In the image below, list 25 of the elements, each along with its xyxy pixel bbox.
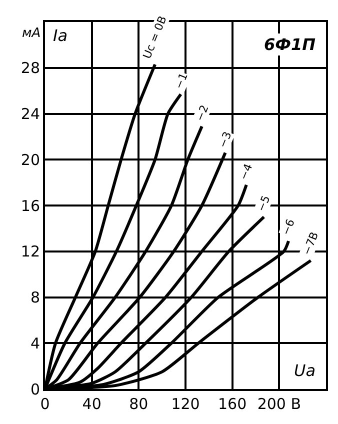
y-tick-label: 4: [30, 334, 40, 352]
y-tick-label: 8: [30, 288, 40, 306]
x-axis-title: Uа: [294, 361, 316, 380]
text: −3: [216, 130, 234, 150]
text: Uc = 0В: [140, 14, 170, 61]
y-tick-label: 20: [20, 150, 40, 169]
y-tick-label: 28: [20, 59, 40, 78]
text: −7В: [300, 230, 322, 257]
text: −2: [193, 103, 212, 124]
x-tick-label: 80: [129, 395, 148, 413]
text: мА: [22, 26, 41, 41]
y-tick-label: 24: [20, 105, 40, 123]
x-tick-label: 200 В: [257, 395, 302, 413]
x-tick-label: 160: [218, 395, 247, 413]
y-axis-title: Iа: [53, 26, 68, 45]
text: 6Ф1П: [264, 35, 316, 54]
x-tick-label: 120: [171, 395, 200, 413]
y-tick-label: 0: [30, 380, 40, 398]
text: −4: [237, 162, 256, 182]
text: −1: [172, 71, 190, 91]
y-tick-label: 12: [20, 242, 40, 261]
x-tick-label: 40: [82, 395, 102, 413]
text: −6: [279, 217, 298, 238]
text: −5: [254, 194, 273, 214]
y-tick-label: 16: [20, 196, 40, 215]
